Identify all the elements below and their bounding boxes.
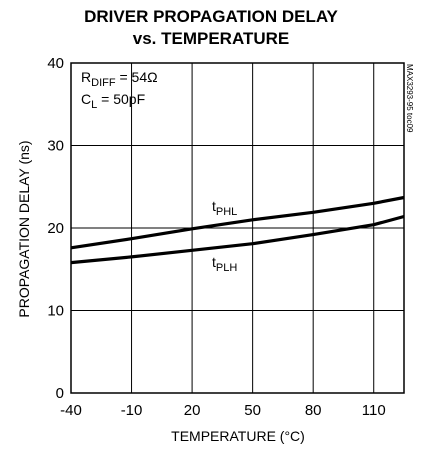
x-tick-label: 80 (305, 402, 322, 419)
series-line-phl (70, 195, 405, 250)
y-tick-label: 10 (47, 303, 64, 320)
x-tick-labels: -40 -10 20 50 80 110 (60, 402, 386, 419)
grid-lines (71, 63, 404, 393)
x-tick-label: 50 (244, 402, 261, 419)
y-tick-label: 20 (47, 220, 64, 237)
x-tick-label: 20 (184, 402, 201, 419)
tplh-series-label: tPLH (212, 254, 237, 274)
y-tick-label: 30 (47, 138, 64, 155)
chart-title-line1: DRIVER PROPAGATION DELAY (84, 7, 338, 26)
chart-title-line2: vs. TEMPERATURE (133, 29, 290, 48)
x-tick-label: 110 (362, 402, 386, 419)
cl-condition: CL = 50pF (81, 91, 145, 111)
y-tick-labels: 0 10 20 30 40 (47, 55, 64, 402)
series-lines (70, 195, 405, 265)
y-axis-label: PROPAGATION DELAY (ns) (16, 140, 32, 317)
x-tick-label: -40 (60, 402, 82, 419)
y-tick-label: 40 (47, 55, 64, 72)
y-tick-label: 0 (56, 385, 64, 402)
x-axis-label: TEMPERATURE (°C) (171, 428, 305, 444)
plot-frame (70, 62, 405, 394)
tphl-series-label: tPHL (212, 198, 237, 218)
series-line-plh (70, 214, 405, 265)
rdiff-condition: RDIFF = 54Ω (81, 69, 158, 89)
x-tick-label: -10 (121, 402, 143, 419)
figure-id-note: MAX3293-95 toc09 (405, 64, 414, 133)
